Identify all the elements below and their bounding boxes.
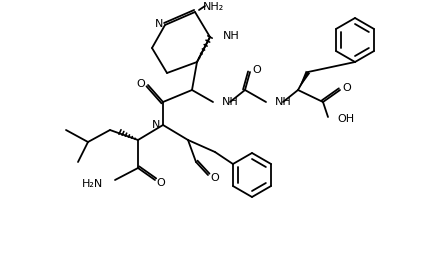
Text: OH: OH	[337, 114, 354, 124]
Text: O: O	[253, 65, 261, 75]
Text: O: O	[137, 79, 145, 89]
Text: NH: NH	[275, 97, 292, 107]
Text: N: N	[155, 19, 163, 29]
Text: O: O	[211, 173, 219, 183]
Text: NH₂: NH₂	[203, 2, 224, 12]
Text: O: O	[343, 83, 351, 93]
Text: H₂N: H₂N	[82, 179, 103, 189]
Text: NH: NH	[223, 31, 240, 41]
Text: NH: NH	[222, 97, 239, 107]
Polygon shape	[298, 71, 310, 90]
Text: N: N	[152, 120, 160, 130]
Text: O: O	[156, 178, 165, 188]
